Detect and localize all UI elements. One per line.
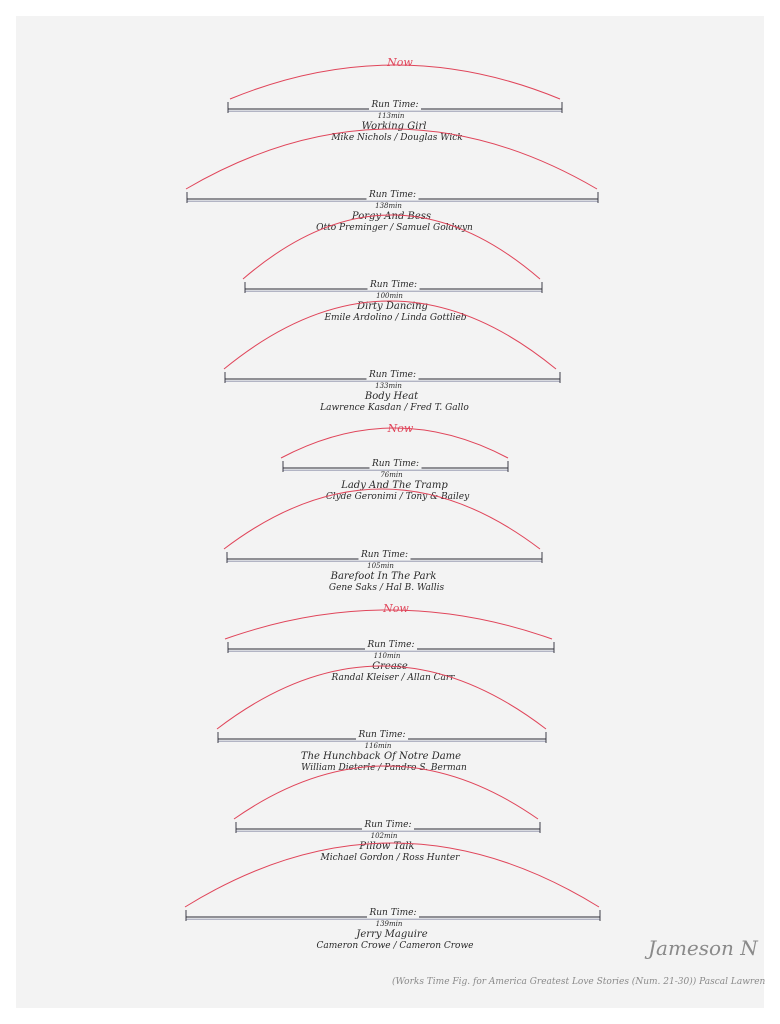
runtime-label: Run Time:: [370, 100, 418, 110]
film-credits: Otto Preminger / Samuel Goldwyn: [316, 223, 473, 233]
runtime-label: Run Time:: [368, 908, 416, 918]
film-title: Body Heat: [364, 391, 419, 402]
runtime-value: 133min: [375, 382, 402, 390]
artist-signature: Jameson N: [644, 936, 759, 960]
film-title: Barefoot In The Park: [330, 571, 437, 582]
timeline-arc: [233, 765, 539, 820]
label-backdrop: [367, 906, 419, 918]
timeline-arc: [216, 665, 547, 730]
film-credits: Emile Ardolino / Linda Gottlieb: [323, 313, 466, 323]
film-title: Dirty Dancing: [356, 301, 428, 312]
runtime-label: Run Time:: [368, 370, 416, 380]
label-backdrop: [366, 368, 419, 380]
runtime-value: 116min: [365, 742, 392, 750]
film-credits: Lawrence Kasdan / Fred T. Gallo: [319, 403, 469, 413]
runtime-label: Run Time:: [369, 280, 417, 290]
runtime-label: Run Time:: [366, 640, 414, 650]
label-backdrop: [367, 278, 420, 290]
film-title: Porgy And Bess: [351, 211, 431, 222]
film-credits: Gene Saks / Hal B. Wallis: [329, 583, 445, 593]
timeline-arc: [184, 842, 600, 908]
now-label: Now: [386, 56, 413, 69]
work-caption: (Works Time Fig. for America Greatest Lo…: [392, 976, 766, 987]
film-credits: Cameron Crowe / Cameron Crowe: [316, 941, 473, 951]
label-backdrop: [365, 638, 417, 650]
film-title: The Hunchback Of Notre Dame: [301, 751, 461, 762]
label-backdrop: [358, 548, 411, 560]
timeline-arc: [280, 427, 509, 459]
runtime-value: 76min: [380, 471, 403, 479]
runtime-value: 113min: [378, 112, 405, 120]
runtime-label: Run Time:: [368, 190, 416, 200]
runtime-label: Run Time:: [371, 459, 419, 469]
timeline-arc: [223, 300, 557, 370]
runtime-value: 105min: [367, 562, 394, 570]
film-title: Pillow Talk: [358, 841, 414, 852]
film-title: Working Girl: [362, 121, 427, 132]
film-credits: Mike Nichols / Douglas Wick: [330, 133, 462, 143]
film-credits: Randal Kleiser / Allan Carr: [331, 673, 456, 683]
label-backdrop: [369, 457, 422, 469]
timeline-arc: [224, 609, 553, 640]
runtime-value: 139min: [376, 920, 403, 928]
runtime-label: Run Time:: [360, 550, 408, 560]
film-credits: William Dieterle / Pandro S. Berman: [301, 763, 467, 773]
label-backdrop: [362, 818, 414, 830]
label-backdrop: [356, 728, 408, 740]
timeline-arc: [229, 64, 561, 100]
now-label: Now: [387, 422, 414, 435]
film-credits: Clyde Geronimi / Tony & Bailey: [326, 492, 470, 502]
label-backdrop: [369, 98, 421, 110]
runtime-value: 100min: [376, 292, 403, 300]
timeline-arc: [242, 214, 541, 280]
label-backdrop: [366, 188, 419, 200]
runtime-label: Run Time:: [363, 820, 411, 830]
timeline-arc: [185, 128, 598, 190]
film-credits: Michael Gordon / Ross Hunter: [320, 853, 461, 863]
film-title: Lady And The Tramp: [340, 480, 448, 491]
now-label: Now: [382, 602, 409, 615]
timeline-arc: [223, 488, 541, 550]
runtime-value: 138min: [375, 202, 402, 210]
runtime-value: 102min: [371, 832, 398, 840]
runtime-label: Run Time:: [357, 730, 405, 740]
runtime-value: 110min: [374, 652, 401, 660]
film-title: Jerry Maguire: [354, 929, 427, 940]
